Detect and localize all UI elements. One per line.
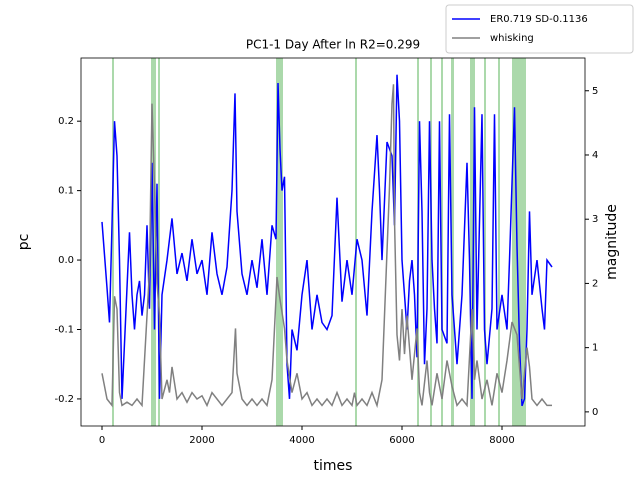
chart-title: PC1-1 Day After ln R2=0.299	[246, 38, 420, 52]
highlight-span	[158, 58, 160, 426]
legend: ER0.719 SD-0.1136 whisking	[445, 4, 634, 54]
highlight-span	[112, 58, 114, 426]
series-line	[101, 74, 553, 407]
highlight-span	[276, 58, 283, 426]
x-tick-label: 2000	[189, 435, 214, 446]
axes-frame	[80, 57, 586, 427]
legend-label: ER0.719 SD-0.1136	[490, 14, 588, 25]
highlight-span	[498, 58, 500, 426]
y2-tick-label: 3	[592, 214, 598, 225]
y2-tick-label: 5	[592, 86, 598, 97]
y-tick-label: 0.1	[58, 186, 74, 197]
highlight-span	[484, 58, 486, 426]
x-tick-label: 6000	[389, 435, 414, 446]
y-tick-label: -0.1	[54, 324, 74, 335]
highlight-span	[470, 58, 475, 426]
series-line	[101, 84, 552, 409]
y-tick-label: 0.2	[58, 116, 74, 127]
y2-tick-label: 4	[592, 150, 598, 161]
y2-axis-label: magnitude	[604, 204, 620, 280]
y-tick-label: -0.2	[54, 394, 74, 405]
x-tick-label: 8000	[489, 435, 514, 446]
legend-box	[445, 4, 634, 54]
y-axis-label: pc	[16, 234, 32, 251]
highlight-span	[441, 58, 443, 426]
y2-tick-label: 0	[592, 407, 598, 418]
highlight-span	[451, 58, 454, 426]
y2-tick-label: 1	[592, 343, 598, 354]
x-tick-label: 4000	[289, 435, 314, 446]
x-axis-label: times	[314, 458, 353, 474]
y-tick-label: 0.0	[58, 255, 74, 266]
x-tick-label: 0	[99, 435, 105, 446]
legend-label: whisking	[490, 33, 534, 44]
y2-tick-label: 2	[592, 278, 598, 289]
